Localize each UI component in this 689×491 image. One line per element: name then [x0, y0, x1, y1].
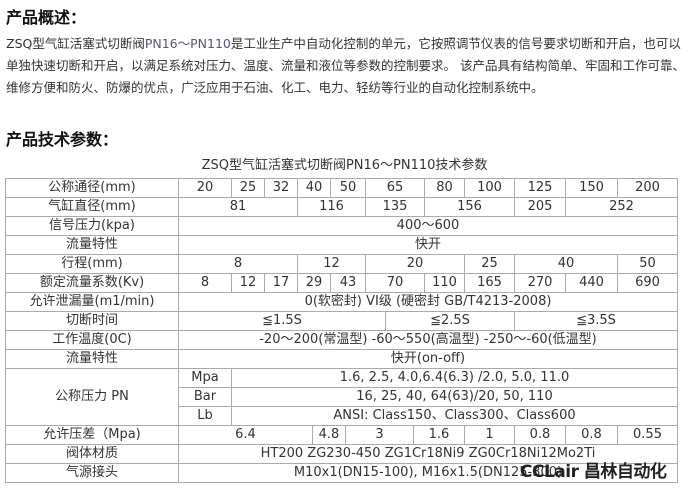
table-cell: 16, 25, 40, 64(63)/20, 50, 110	[231, 387, 678, 407]
table-cell: 81	[178, 197, 298, 217]
table-cell: 125	[514, 178, 566, 198]
table-cell: 156	[424, 197, 515, 217]
table-cell: 29	[297, 273, 331, 293]
table-cell: 快开	[178, 235, 678, 255]
table-cell: 3	[345, 425, 414, 445]
table-cell: 32	[264, 178, 298, 198]
row-label: 气源接头	[5, 463, 179, 483]
row-label: 行程(mm)	[5, 254, 179, 274]
table-cell: 8	[178, 273, 232, 293]
overview-text: ZSQ型气缸活塞式切断阀PN16～PN110是工业生产中自动化控制的单元，它按照…	[6, 33, 686, 99]
table-cell: 17	[264, 273, 298, 293]
table-cell: 135	[365, 197, 425, 217]
table-cell: 4.8	[312, 425, 346, 445]
table-cell: 1	[464, 425, 515, 445]
text-rest: 是工业生产中自动化控制的单元，它按照调节仪表的信号要求切断和开启，也可以单独快速…	[6, 36, 685, 95]
row-label: 额定流量系数(Kv)	[5, 273, 179, 293]
table-cell: ≦3.5S	[514, 311, 678, 331]
table-cell: 400～600	[178, 216, 678, 236]
table-cell: 1.6, 2.5, 4.0,6.4(6.3) /2.0, 5.0, 11.0	[231, 368, 678, 388]
table-cell: 12	[297, 254, 366, 274]
row-label: 流量特性	[5, 349, 179, 369]
table-cell: 1.6	[413, 425, 465, 445]
table-cell: 40	[297, 178, 331, 198]
table-cell: Lb	[178, 406, 232, 426]
overview-heading: 产品概述：	[6, 8, 87, 27]
table-cell: 0.8	[514, 425, 566, 445]
table-title: ZSQ型气缸活塞式切断阀PN16～PN110技术参数	[201, 158, 488, 173]
table-cell: 100	[464, 178, 515, 198]
row-label: 阀体材质	[5, 444, 179, 464]
table-cell: -20～200(常温型) -60～550(高温型) -250～-60(低温型)	[178, 330, 678, 350]
table-cell: 25	[464, 254, 515, 274]
table-cell: 165	[464, 273, 515, 293]
table-cell: 270	[514, 273, 566, 293]
table-cell: 43	[330, 273, 366, 293]
text-prefix: ZSQ型气缸活塞式切断阀	[6, 36, 145, 51]
row-label: 气缸直径(mm)	[5, 197, 179, 217]
text-pn: PN16～PN110	[144, 36, 231, 51]
table-cell: 65	[365, 178, 425, 198]
table-cell: 70	[365, 273, 425, 293]
row-label: 允许压差（Mpa)	[5, 425, 179, 445]
table-cell: 205	[514, 197, 566, 217]
table-cell: 0.8	[565, 425, 618, 445]
table-cell: 80	[424, 178, 465, 198]
table-cell: 690	[617, 273, 678, 293]
table-cell: ANSI: Class150、Class300、Class600	[231, 406, 678, 426]
table-cell: 8	[178, 254, 298, 274]
table-cell: 252	[565, 197, 678, 217]
table-cell: 50	[330, 178, 366, 198]
row-label: 公称压力 PN	[5, 368, 179, 426]
table-cell: M10x1(DN15-100), M16x1.5(DN125-300)	[178, 463, 678, 483]
table-cell: 0(软密封) VI级 (硬密封 GB/T4213-2008)	[178, 292, 678, 312]
table-cell: 20	[178, 178, 232, 198]
table-cell: 6.4	[178, 425, 313, 445]
params-heading: 产品技术参数：	[6, 130, 119, 149]
table-cell: 50	[617, 254, 678, 274]
row-label: 切断时间	[5, 311, 179, 331]
table-cell: ≦2.5S	[385, 311, 515, 331]
row-label: 流量特性	[5, 235, 179, 255]
table-cell: Mpa	[178, 368, 232, 388]
table-cell: 116	[297, 197, 366, 217]
table-cell: 200	[617, 178, 678, 198]
table-cell: 110	[424, 273, 465, 293]
table-cell: 150	[565, 178, 618, 198]
table-cell: ≦1.5S	[178, 311, 386, 331]
table-cell: 0.55	[617, 425, 678, 445]
table-cell: Bar	[178, 387, 232, 407]
table-cell: 12	[231, 273, 265, 293]
table-cell: 快开(on-off)	[178, 349, 678, 369]
row-label: 公称通径(mm)	[5, 178, 179, 198]
watermark-logo: CCLair 昌林自动化	[520, 462, 667, 482]
table-cell: 25	[231, 178, 265, 198]
table-cell: 40	[514, 254, 618, 274]
table-cell: 440	[565, 273, 618, 293]
row-label: 允许泄漏量(m1/min)	[5, 292, 179, 312]
table-cell: 20	[365, 254, 465, 274]
row-label: 工作温度(0C)	[5, 330, 179, 350]
row-label: 信号压力(kpa)	[5, 216, 179, 236]
